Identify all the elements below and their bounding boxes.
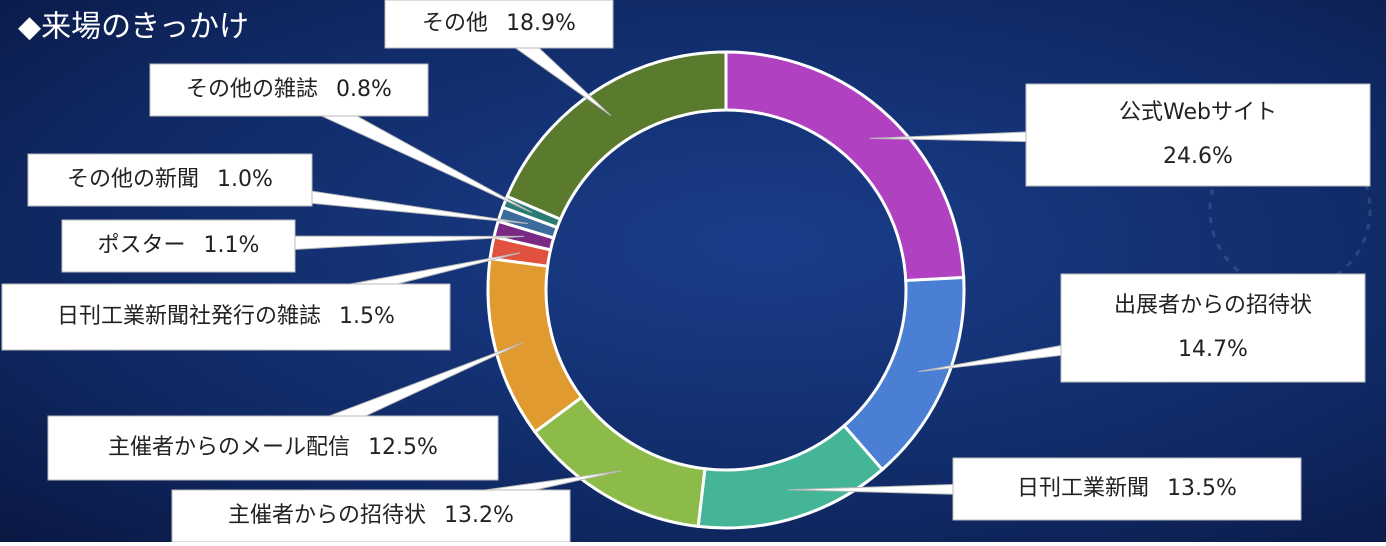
callout-label: 日刊工業新聞 13.5% <box>1017 476 1237 501</box>
category-label: ポスター <box>98 233 186 258</box>
callout-box <box>149 63 429 117</box>
value-label: 12.5% <box>368 435 438 460</box>
category-label: 主催者からのメール配信 <box>108 435 350 460</box>
value-label: 1.1% <box>204 233 260 258</box>
callout-label: 日刊工業新聞社発行の雑誌 1.5% <box>57 304 395 329</box>
callout-label: その他の新聞 1.0% <box>67 167 273 192</box>
category-label: 日刊工業新聞 <box>1017 476 1149 501</box>
callout-label: その他 18.9% <box>422 11 576 36</box>
category-label: 日刊工業新聞社発行の雑誌 <box>57 304 321 329</box>
callout-box <box>61 219 296 273</box>
callout-box <box>1 283 451 351</box>
callout-label: ポスター 1.1% <box>98 233 260 258</box>
callout-label: その他の雑誌 0.8% <box>186 77 392 102</box>
callout-box <box>384 0 614 49</box>
value-label: 13.2% <box>444 503 514 528</box>
value-label: 24.6% <box>1163 144 1233 169</box>
value-label: 18.9% <box>506 11 576 36</box>
category-label: 出展者からの招待状 <box>1114 293 1312 318</box>
chart-title: ◆来場のきっかけ <box>18 10 249 45</box>
callout-box <box>27 153 313 207</box>
value-label: 14.7% <box>1178 337 1248 362</box>
category-label: 公式Webサイト <box>1119 100 1277 125</box>
value-label: 1.0% <box>217 167 273 192</box>
category-label: その他の雑誌 <box>186 77 318 102</box>
callout-box <box>47 415 499 481</box>
value-label: 1.5% <box>339 304 395 329</box>
callout-label: 主催者からのメール配信 12.5% <box>108 435 438 460</box>
value-label: 0.8% <box>336 77 392 102</box>
callout-box <box>1060 273 1366 383</box>
value-label: 13.5% <box>1167 476 1237 501</box>
category-label: 主催者からの招待状 <box>228 503 426 528</box>
callout-label: 主催者からの招待状 13.2% <box>228 503 514 528</box>
callout-box <box>952 457 1302 521</box>
category-label: その他の新聞 <box>67 167 199 192</box>
category-label: その他 <box>422 11 488 36</box>
donut-slice <box>505 50 728 222</box>
callout-box <box>1025 83 1371 187</box>
decoration <box>1208 128 1372 292</box>
